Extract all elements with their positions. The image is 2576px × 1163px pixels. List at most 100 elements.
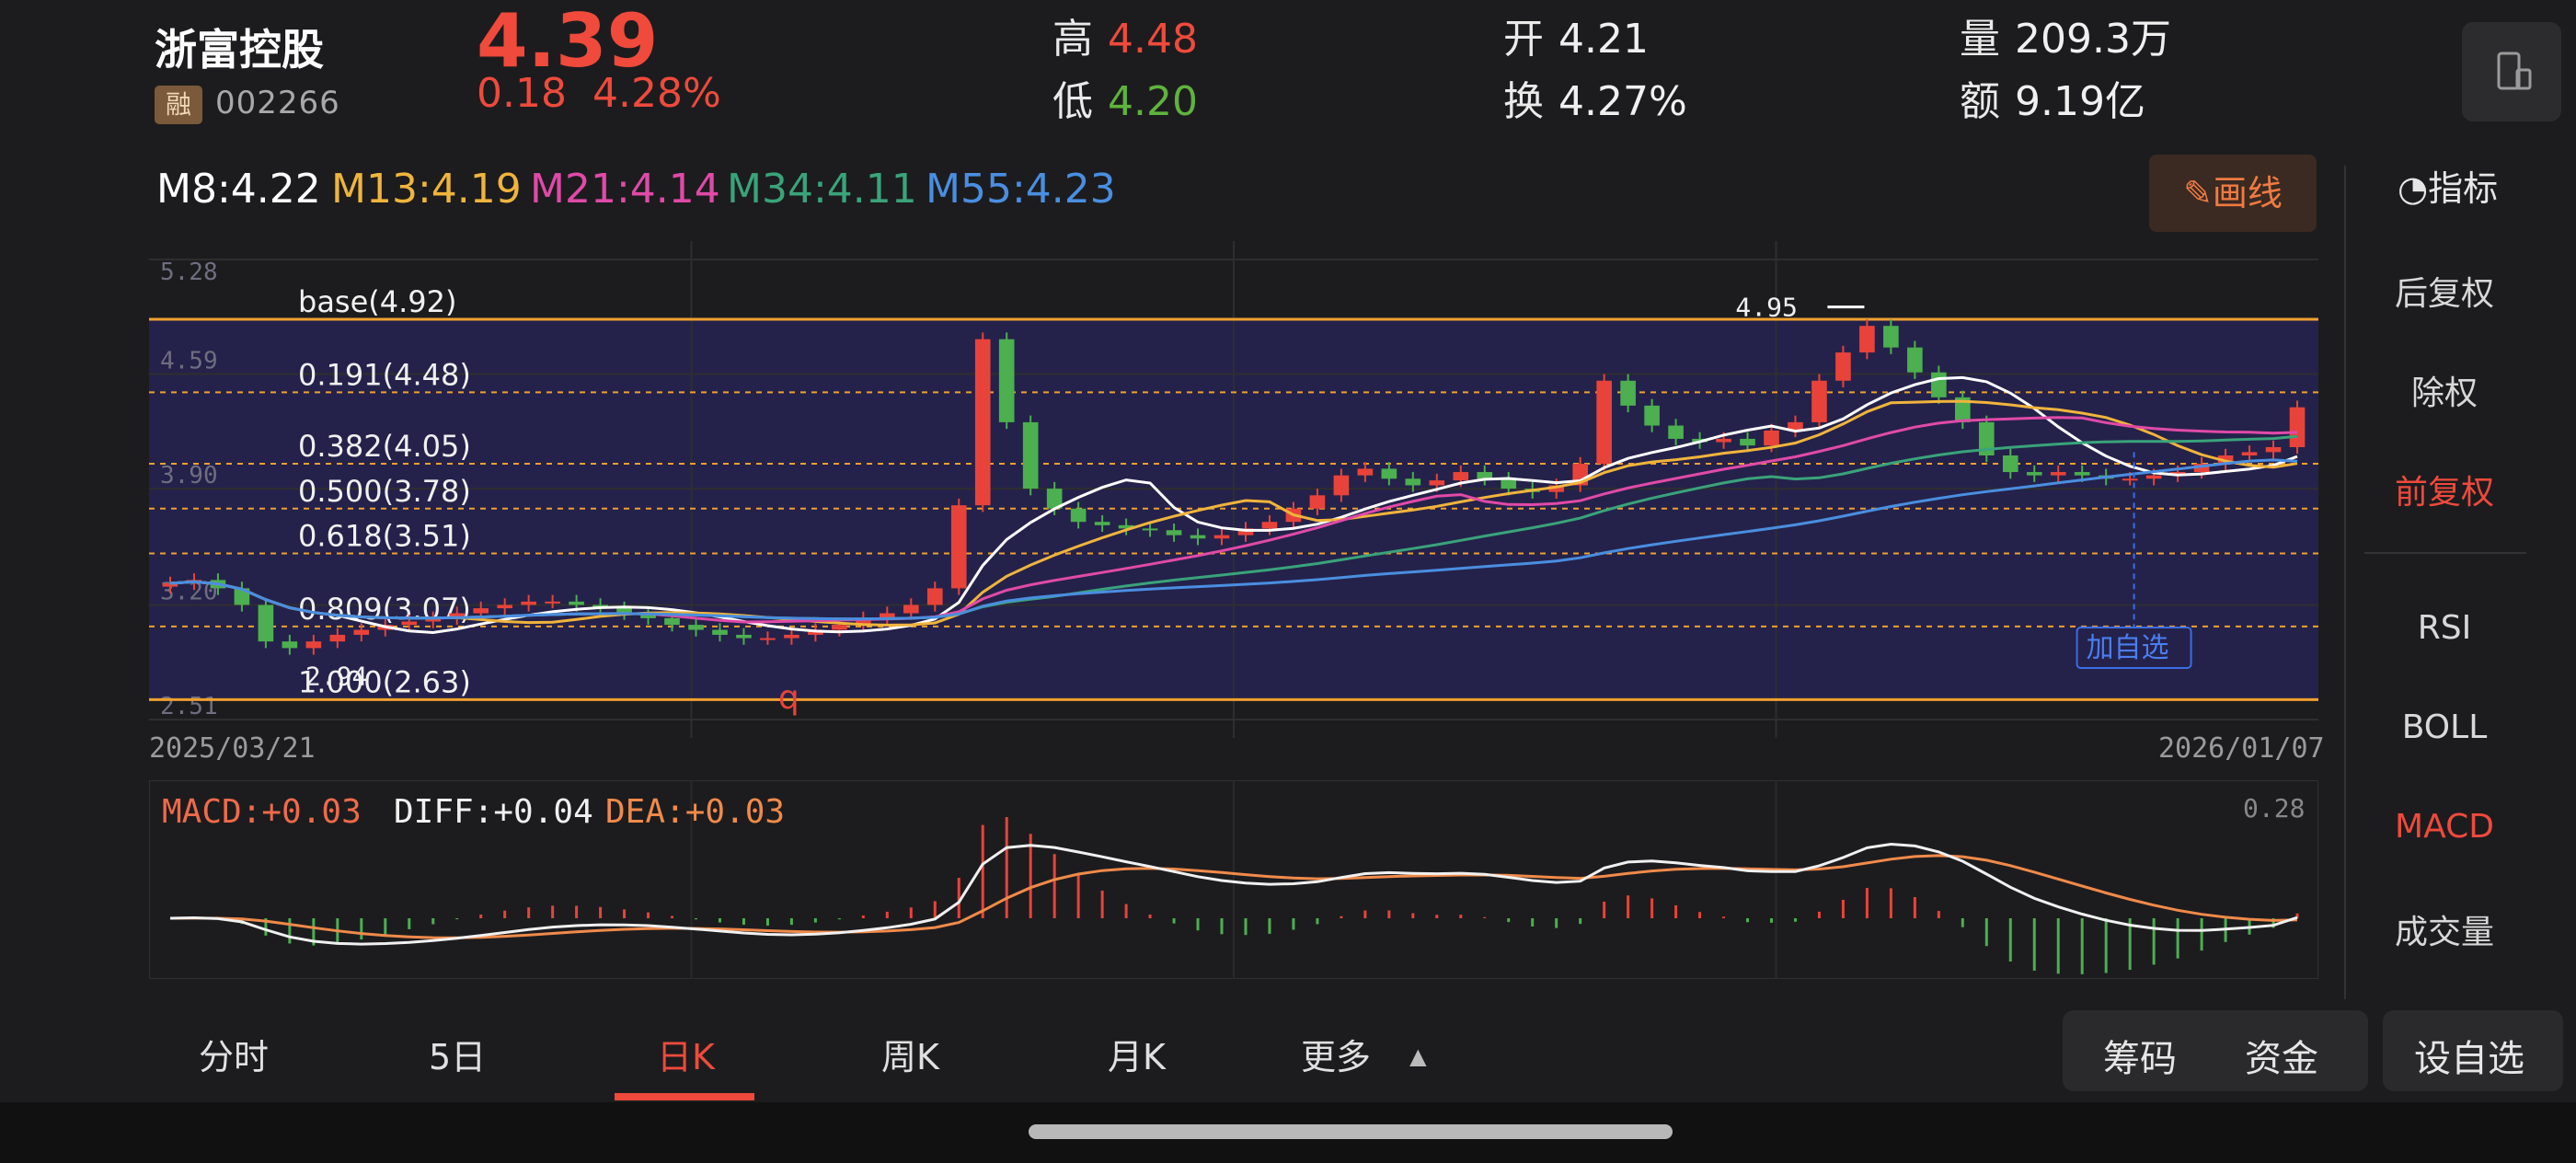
macd-value: MACD:+0.03 [162, 793, 362, 831]
volume-quote: 量 209.3万 [1960, 6, 2171, 64]
ma13-line [169, 399, 2298, 627]
landscape-toggle-button[interactable] [2462, 22, 2561, 121]
gauge-icon: ◔ [2398, 168, 2429, 209]
indicator-header-label: 指标 [2428, 168, 2499, 209]
candle-body [1955, 397, 1971, 422]
pencil-icon: ✎ [2183, 173, 2213, 213]
candle-body [2074, 472, 2090, 476]
low-price-marker: 2.94 [305, 661, 367, 691]
current-price: 4.39 [477, 0, 659, 84]
high-quote: 高 4.48 [1052, 6, 1198, 64]
candle-body [1405, 478, 1421, 486]
candle-body [401, 621, 418, 626]
tab-5day[interactable]: 5日 [429, 1037, 487, 1077]
ma8-label: M8:4.22 [156, 166, 321, 213]
candle-body [1429, 480, 1445, 486]
amount-label: 额 [1960, 78, 2000, 125]
price-markers: 4.95 2.94 q 加自选 [305, 293, 2192, 717]
indicator-header[interactable]: ◔指标 [2398, 160, 2498, 211]
candle-body [974, 339, 991, 506]
candle-body [1907, 347, 1923, 373]
candle-body [2122, 478, 2138, 481]
candle-body [2265, 446, 2282, 453]
tab-monthly-k[interactable]: 月K [1108, 1037, 1166, 1077]
candle-body [688, 625, 704, 630]
tab-weekly-k[interactable]: 周K [881, 1037, 939, 1077]
candle-body [2289, 407, 2306, 447]
chips-funds-group: 筹码 资金 [2063, 1010, 2368, 1091]
quote-header [0, 0, 2576, 145]
y-tick-label: 3.90 [160, 462, 218, 489]
funds-button[interactable]: 资金 [2245, 1038, 2318, 1080]
candle-body [234, 588, 250, 605]
stock-name: 浙富控股 [155, 25, 324, 75]
fib-level-label: 0.382(4.05) [298, 429, 471, 464]
candle-body [329, 634, 346, 642]
tab-intraday[interactable]: 分时 [199, 1037, 270, 1077]
dea-line [169, 854, 2298, 939]
candle-body [1978, 421, 1995, 455]
draw-line-button[interactable]: ✎画线 [2149, 155, 2317, 232]
adjust-back[interactable]: 后复权 [2394, 275, 2494, 313]
candle-body [1477, 472, 1493, 479]
side-divider [2344, 166, 2346, 999]
candle-body [473, 608, 489, 614]
side-separator [2364, 552, 2526, 554]
candle-body [1381, 468, 1397, 479]
candle-body [1931, 372, 1947, 397]
adjust-forward[interactable]: 前复权 [2394, 474, 2494, 512]
candle-body [2241, 452, 2258, 455]
ma55-label: M55:4.23 [926, 166, 1116, 213]
candle-body [1596, 380, 1612, 465]
low-label: 低 [1052, 78, 1093, 125]
date-start: 2025/03/21 [149, 732, 316, 765]
macd-max-label: 0.28 [2243, 793, 2306, 823]
indicator-rsi[interactable]: RSI [2417, 609, 2472, 647]
candle-body [1883, 326, 1899, 348]
candle-body [1166, 530, 1182, 535]
chips-button[interactable]: 筹码 [2103, 1038, 2177, 1080]
amount-quote: 额 9.19亿 [1960, 68, 2145, 127]
candlestick-chart[interactable]: 5.284.593.903.202.51 base(4.92)0.191(4.4… [149, 241, 2318, 738]
candle-body [1261, 522, 1278, 529]
candle-body [880, 613, 895, 618]
indicator-volume[interactable]: 成交量 [2394, 914, 2494, 951]
open-quote: 开 4.21 [1503, 6, 1649, 64]
tab-more[interactable]: 更多 ▲ [1301, 1029, 1427, 1079]
indicator-boll[interactable]: BOLL [2401, 708, 2488, 746]
macd-lines [169, 842, 2298, 946]
low-quote: 低 4.20 [1052, 68, 1198, 127]
add-watchlist-button[interactable]: 设自选 [2414, 1038, 2524, 1080]
home-indicator[interactable] [1029, 1124, 1673, 1139]
candle-body [1644, 405, 1660, 426]
candle-body [2050, 472, 2066, 476]
high-value: 4.48 [1108, 16, 1198, 63]
stock-code: 002266 [215, 85, 340, 121]
indicator-macd[interactable]: MACD [2395, 808, 2494, 846]
tab-daily-k[interactable]: 日K [657, 1037, 715, 1077]
volume-label: 量 [1960, 16, 2000, 63]
candle-body [1022, 421, 1039, 489]
adjust-ex-rights[interactable]: 除权 [2410, 374, 2478, 412]
ma21-label: M21:4.14 [530, 166, 720, 213]
high-price-marker: 4.95 [1735, 293, 1797, 323]
candle-body [1213, 535, 1230, 539]
candle-body [1501, 478, 1517, 489]
candle-body [497, 605, 512, 609]
candle-body [1835, 352, 1851, 381]
candle-body [1357, 468, 1374, 476]
turnover-label: 换 [1503, 78, 1544, 125]
change-percent: 4.28% [592, 70, 721, 117]
macd-chart[interactable] [149, 780, 2318, 979]
candle-body [353, 629, 370, 635]
draw-line-label: 画线 [2212, 173, 2283, 213]
dea-value: DEA:+0.03 [605, 793, 786, 831]
candle-body [425, 617, 442, 622]
y-tick-label: 4.59 [160, 348, 218, 375]
y-tick-label: 2.51 [160, 693, 218, 720]
candle-body [258, 605, 274, 642]
candle-body [1716, 438, 1731, 443]
candle-body [926, 588, 943, 605]
open-label: 开 [1503, 16, 1544, 63]
candle-body [903, 605, 919, 614]
